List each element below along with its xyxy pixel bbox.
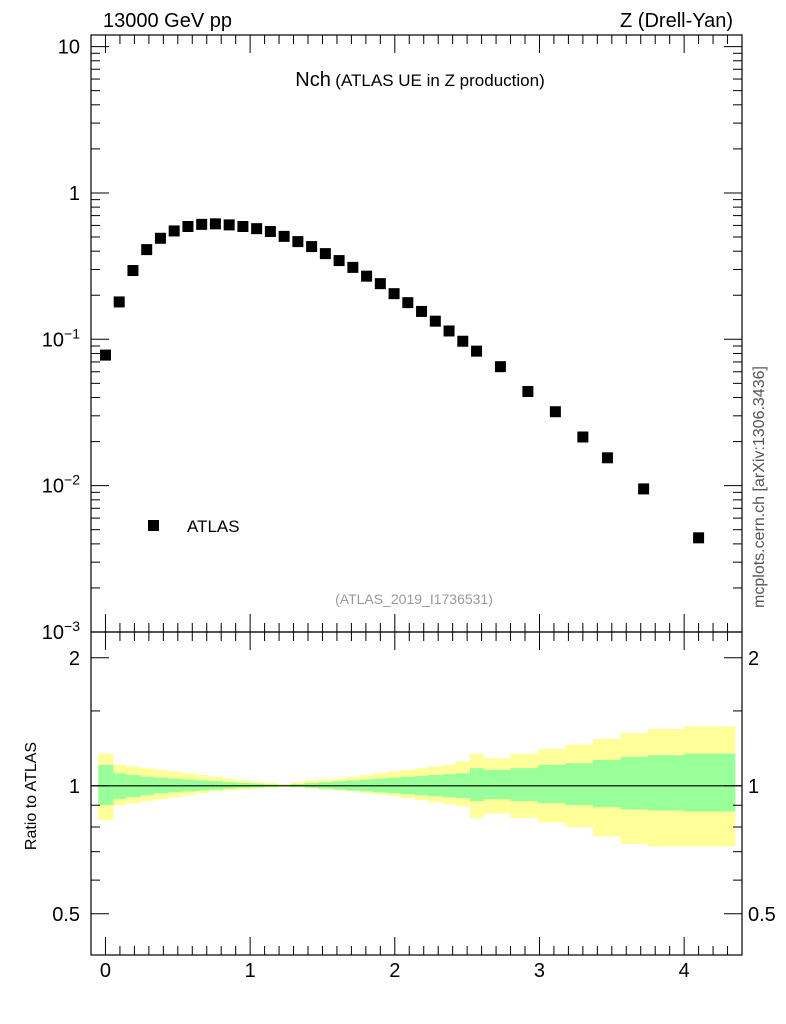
data-point bbox=[402, 297, 414, 309]
reference-label: (ATLAS_2019_I1736531) bbox=[335, 591, 493, 607]
data-point bbox=[113, 296, 125, 308]
legend: ATLAS bbox=[148, 517, 240, 536]
legend-marker-square bbox=[148, 520, 159, 531]
data-point bbox=[416, 305, 428, 317]
data-point bbox=[693, 532, 705, 544]
data-point bbox=[168, 225, 180, 237]
main-frame bbox=[90, 34, 743, 633]
data-point bbox=[223, 219, 235, 231]
data-point bbox=[278, 230, 290, 242]
ratio-band-stat bbox=[647, 755, 685, 811]
data-point bbox=[388, 288, 400, 300]
ratio-bands bbox=[91, 726, 742, 847]
main-ytick-label: 1 bbox=[69, 183, 80, 205]
ratio-band-stat bbox=[98, 764, 114, 806]
data-point bbox=[333, 255, 345, 267]
ratio-ylabel: Ratio to ATLAS bbox=[23, 742, 40, 850]
ratio-band-stat bbox=[684, 753, 736, 812]
data-point bbox=[549, 406, 561, 418]
ratio-band-stat bbox=[592, 759, 622, 808]
data-point bbox=[638, 483, 650, 495]
main-ytick-label: 10−3 bbox=[42, 618, 80, 644]
ratio-ytick-label-left: 0.5 bbox=[52, 904, 80, 926]
main-ytick-label: 10−2 bbox=[42, 472, 80, 498]
ratio-band-stat bbox=[565, 763, 594, 806]
xtick-label: 0 bbox=[100, 960, 111, 982]
plot-title: Nch (ATLAS UE in Z production) bbox=[295, 69, 544, 91]
data-point bbox=[494, 361, 506, 373]
data-point bbox=[577, 431, 589, 443]
ratio-ytick-label-right: 2 bbox=[748, 648, 759, 670]
header-right: Z (Drell-Yan) bbox=[620, 10, 733, 32]
ratio-ytick-label-left: 2 bbox=[69, 648, 80, 670]
data-point bbox=[141, 244, 153, 256]
plot-title-main: Nch bbox=[295, 69, 331, 91]
data-point bbox=[237, 220, 249, 232]
data-point bbox=[196, 218, 208, 230]
data-point bbox=[292, 236, 304, 248]
main-points bbox=[99, 218, 705, 544]
ratio-ytick-label-right: 0.5 bbox=[748, 904, 776, 926]
data-point bbox=[443, 325, 455, 337]
xtick-label: 4 bbox=[679, 960, 690, 982]
xtick-label: 1 bbox=[245, 960, 256, 982]
legend-label: ATLAS bbox=[187, 517, 240, 536]
data-point bbox=[264, 226, 276, 238]
ratio-band-stat bbox=[510, 768, 539, 802]
data-point bbox=[361, 270, 373, 282]
data-point bbox=[374, 278, 386, 290]
data-point bbox=[251, 223, 263, 235]
side-label: mcplots.cern.ch [arXiv:1306.3436] bbox=[751, 366, 768, 608]
main-ytick-label: 10−1 bbox=[42, 325, 80, 351]
ratio-ytick-label-left: 1 bbox=[69, 776, 80, 798]
ratio-frame bbox=[90, 631, 743, 956]
data-point bbox=[306, 241, 318, 253]
ratio-band-stat bbox=[538, 764, 567, 804]
ratio-band-stat bbox=[620, 756, 649, 810]
xtick-label: 3 bbox=[534, 960, 545, 982]
data-point bbox=[209, 218, 221, 230]
data-point bbox=[429, 315, 441, 327]
ratio-ytick-label-right: 1 bbox=[748, 776, 759, 798]
data-point bbox=[182, 220, 194, 232]
xtick-label: 2 bbox=[389, 960, 400, 982]
ratio-band-stat bbox=[483, 769, 512, 800]
data-point bbox=[471, 345, 483, 357]
data-point bbox=[347, 261, 359, 273]
data-point bbox=[522, 385, 534, 397]
header-left: 13000 GeV pp bbox=[103, 10, 232, 32]
ratio-band-stat bbox=[470, 768, 484, 802]
plot-title-sub: (ATLAS UE in Z production) bbox=[335, 71, 544, 90]
main-ytick-label: 10 bbox=[58, 37, 80, 59]
data-point bbox=[99, 349, 111, 361]
data-point bbox=[601, 452, 613, 464]
data-point bbox=[127, 265, 139, 277]
axes: 10−3 10−2 10−1 1 10 0 1 2 3 4 0.5 0.5 1 1 2 2 bbox=[42, 34, 776, 982]
data-point bbox=[457, 335, 469, 347]
data-point bbox=[154, 232, 166, 244]
data-point bbox=[319, 248, 331, 260]
